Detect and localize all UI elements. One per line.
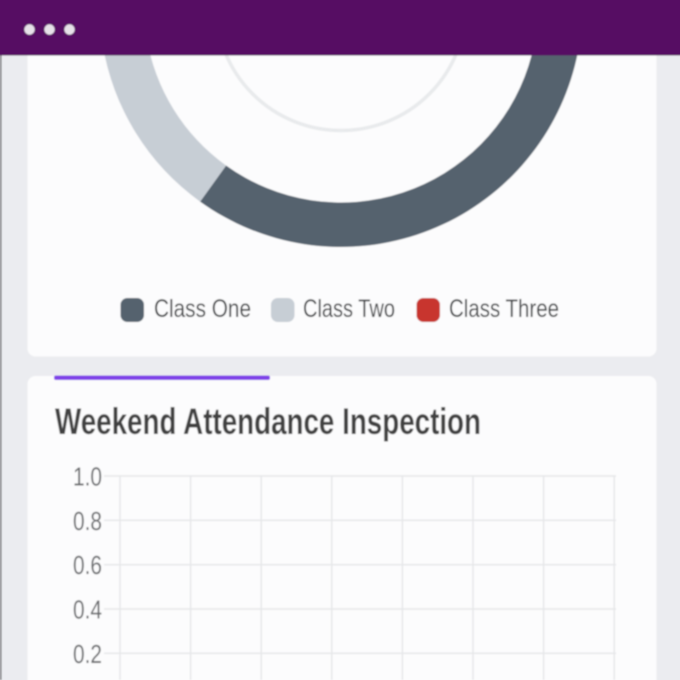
svg-text:0.2: 0.2 xyxy=(73,639,102,669)
svg-text:1.0: 1.0 xyxy=(73,462,102,492)
svg-text:0.6: 0.6 xyxy=(73,550,102,580)
svg-text:0.4: 0.4 xyxy=(73,595,102,625)
svg-text:Class Three: Class Three xyxy=(449,295,559,323)
svg-text:Class Two: Class Two xyxy=(303,295,395,323)
svg-text:Class One: Class One xyxy=(154,295,251,323)
svg-text:0.8: 0.8 xyxy=(73,506,102,536)
svg-text:Weekend Attendance Inspection: Weekend Attendance Inspection xyxy=(55,401,481,442)
